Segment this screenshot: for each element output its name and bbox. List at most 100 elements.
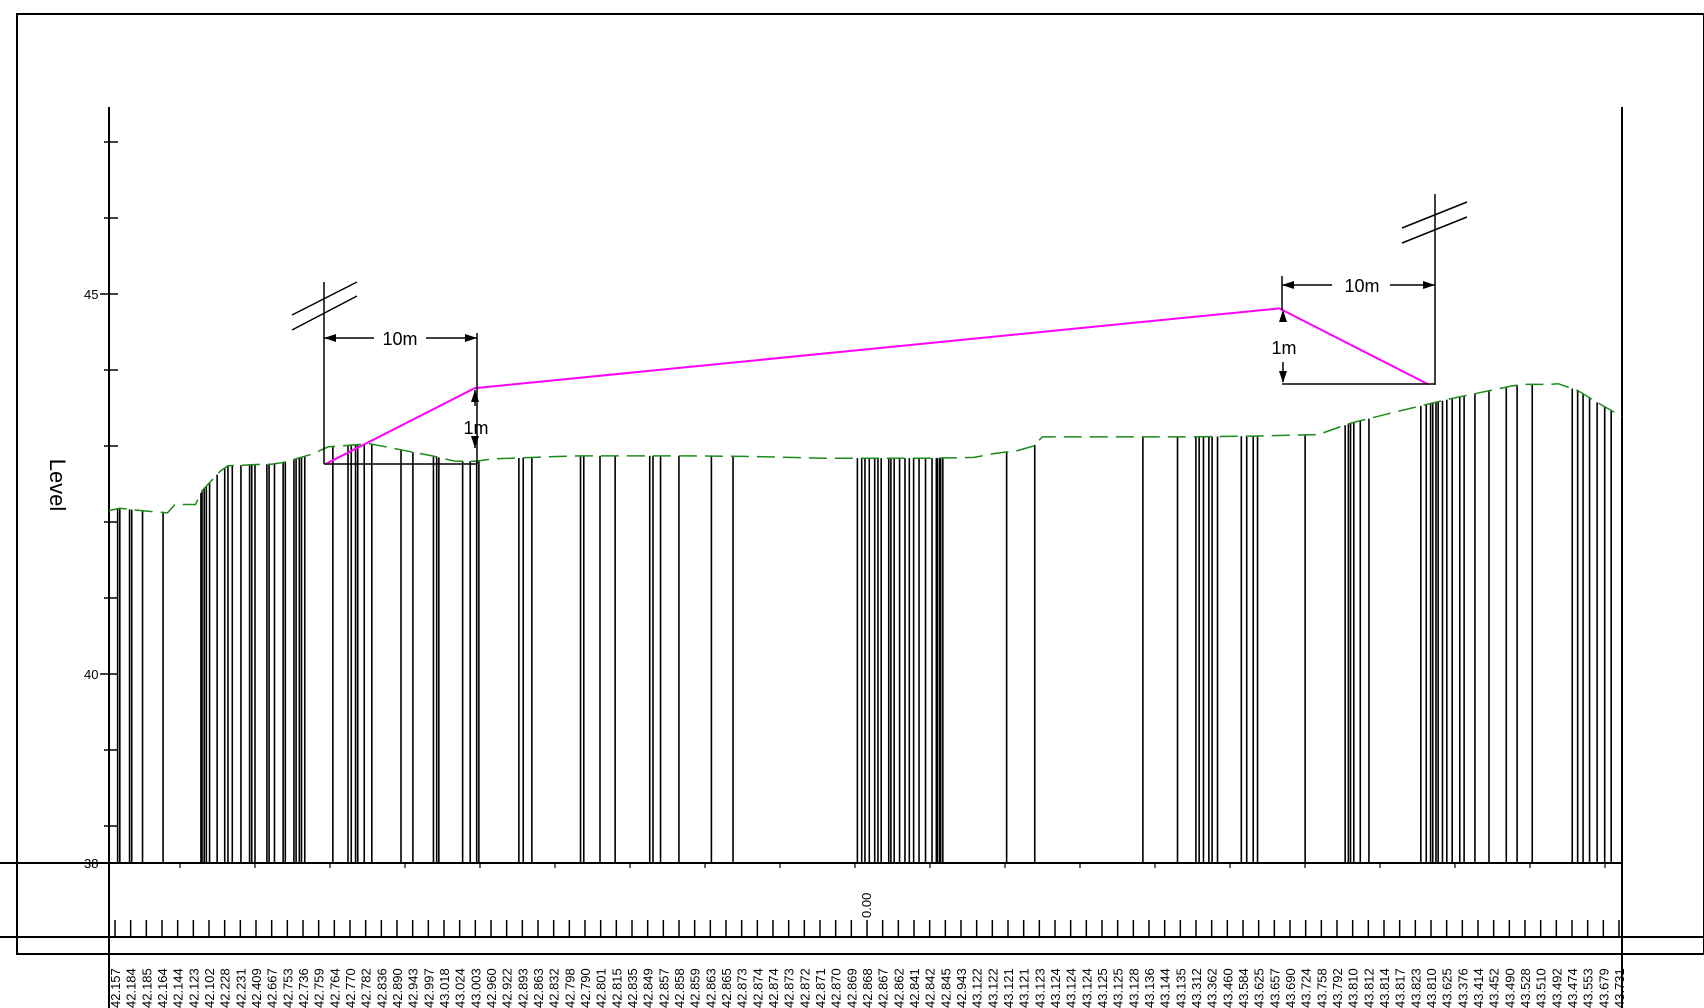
ground-level-label: 43.553 [1581, 968, 1596, 1008]
left-dim-arrow-right [465, 334, 477, 342]
ground-level-label: 42.997 [421, 968, 436, 1008]
left-vdim-arrow-down [471, 436, 479, 448]
ground-level-label: 42.184 [124, 968, 139, 1008]
ground-level-label: 43.135 [1173, 968, 1188, 1008]
right-horizontal-dim-label: 10m [1344, 276, 1379, 296]
ground-level-label: 42.960 [484, 968, 499, 1008]
ground-level-label: 42.859 [688, 968, 703, 1008]
ground-level-label: 42.753 [280, 968, 295, 1008]
ground-level-label: 43.690 [1283, 968, 1298, 1008]
ground-level-label: 42.228 [218, 968, 233, 1008]
ground-level-label: 42.872 [797, 968, 812, 1008]
ground-level-label: 43.312 [1189, 968, 1204, 1008]
ground-level-label: 42.832 [547, 968, 562, 1008]
ground-level-label: 42.764 [327, 968, 342, 1008]
ground-level-label: 43.657 [1267, 968, 1282, 1008]
ground-level-label: 42.164 [155, 968, 170, 1008]
right-break-mark-1 [1401, 201, 1468, 229]
ground-level-label: 42.870 [829, 968, 844, 1008]
ground-level-label: 42.835 [625, 968, 640, 1008]
ground-level-label: 43.817 [1393, 968, 1408, 1008]
y-tick-label-38: 38 [84, 856, 98, 871]
ground-level-label: 43.810 [1346, 968, 1361, 1008]
ground-level-label: 42.409 [249, 968, 264, 1008]
left-break-mark-2 [291, 295, 358, 331]
ground-level-label: 42.874 [766, 968, 781, 1008]
ground-level-label: 42.922 [500, 968, 515, 1008]
ground-level-label: 42.849 [641, 968, 656, 1008]
ground-level-label: 42.873 [782, 968, 797, 1008]
ground-level-label: 42.841 [907, 968, 922, 1008]
ground-level-label: 43.460 [1220, 968, 1235, 1008]
ground-level-label: 42.801 [594, 968, 609, 1008]
ground-level-label: 42.943 [954, 968, 969, 1008]
ground-level-label: 43.125 [1111, 968, 1126, 1008]
ground-level-label: 43.792 [1330, 968, 1345, 1008]
ground-level-label: 43.731 [1612, 968, 1627, 1008]
ground-level-label: 43.121 [1001, 968, 1016, 1008]
ground-level-label: 43.123 [1032, 968, 1047, 1008]
ground-level-label: 43.376 [1455, 968, 1470, 1008]
left-dim-arrow-left [324, 334, 336, 342]
ground-level-label: 43.510 [1534, 968, 1549, 1008]
ground-level-label: 42.231 [233, 968, 248, 1008]
level-axis: 45 40 38 Level [45, 107, 1623, 871]
ground-level-label: 42.868 [860, 968, 875, 1008]
ground-level-label: 42.185 [139, 968, 154, 1008]
left-dimension-group [291, 281, 478, 465]
ground-level-label: 43.124 [1064, 968, 1079, 1008]
ground-level-label: 43.625 [1440, 968, 1455, 1008]
sheet-frame [16, 13, 1704, 955]
ground-level-label: 43.490 [1502, 968, 1517, 1008]
ground-level-label: 43.124 [1048, 968, 1063, 1008]
ground-level-label: 43.474 [1565, 968, 1580, 1008]
ground-level-label: 43.018 [437, 968, 452, 1008]
ground-level-label: 43.823 [1408, 968, 1423, 1008]
ground-level-label: 42.845 [938, 968, 953, 1008]
ground-level-label: 43.362 [1205, 968, 1220, 1008]
ground-level-label: 42.790 [578, 968, 593, 1008]
left-vdim-arrow-up [471, 390, 479, 402]
ground-level-label: 42.857 [656, 968, 671, 1008]
ground-level-label: 42.667 [265, 968, 280, 1008]
ground-level-label: 43.414 [1471, 968, 1486, 1008]
ground-level-label: 42.890 [390, 968, 405, 1008]
ground-level-label: 42.798 [562, 968, 577, 1008]
ground-level-label: 42.869 [844, 968, 859, 1008]
datum-value-label: 0.00 [859, 893, 874, 918]
right-dim-arrow-left [1282, 281, 1294, 289]
ground-level-label: 42.867 [876, 968, 891, 1008]
ground-level-label: 43.625 [1252, 968, 1267, 1008]
ground-level-label: 42.836 [374, 968, 389, 1008]
ground-level-labels: 42.157 42.184 42.185 42.164 42.144 42.123 42.1… [108, 920, 1627, 1008]
ground-level-label: 42.759 [312, 968, 327, 1008]
left-horizontal-dim-label: 10m [382, 329, 417, 349]
ground-level-label: 43.144 [1158, 968, 1173, 1008]
ground-level-label: 43.122 [985, 968, 1000, 1008]
ground-level-label: 42.865 [719, 968, 734, 1008]
ground-level-label: 43.584 [1236, 968, 1251, 1008]
ground-level-label: 42.863 [531, 968, 546, 1008]
ground-level-label: 43.125 [1095, 968, 1110, 1008]
ground-level-label: 42.144 [171, 968, 186, 1008]
ground-level-label: 43.812 [1361, 968, 1376, 1008]
right-vdim-arrow-down [1279, 371, 1287, 383]
ground-level-label: 43.528 [1518, 968, 1533, 1008]
ground-level-label: 43.814 [1377, 968, 1392, 1008]
ground-level-label: 43.724 [1299, 968, 1314, 1008]
ground-level-label: 42.873 [735, 968, 750, 1008]
right-break-mark-2 [1401, 216, 1468, 244]
ground-level-label: 43.122 [970, 968, 985, 1008]
ground-level-label: 42.943 [406, 968, 421, 1008]
band-tick-marks [179, 863, 1606, 868]
left-break-mark-1 [291, 281, 358, 316]
ground-level-label: 42.102 [202, 968, 217, 1008]
ground-level-label: 43.121 [1017, 968, 1032, 1008]
ground-level-label: 42.842 [923, 968, 938, 1008]
ground-level-label: 42.157 [108, 968, 123, 1008]
ground-level-label: 42.123 [186, 968, 201, 1008]
ground-level-label: 43.452 [1487, 968, 1502, 1008]
right-vdim-arrow-up [1279, 310, 1287, 322]
ground-level-label: 43.810 [1424, 968, 1439, 1008]
